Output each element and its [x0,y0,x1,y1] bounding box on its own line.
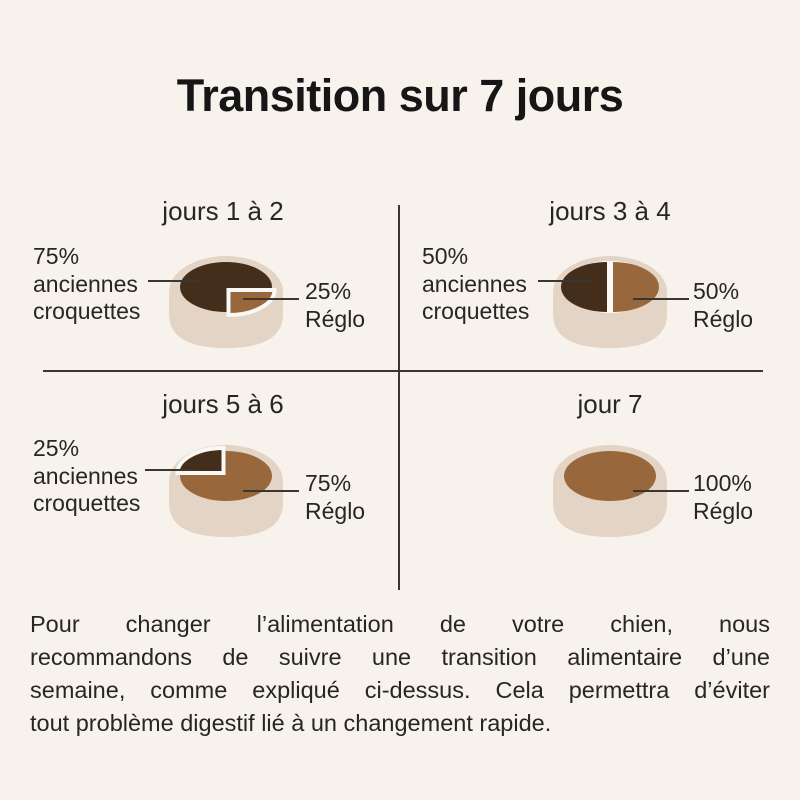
grid-divider-horizontal [43,370,763,372]
description-line: recommandons de suivre une transition al… [30,644,770,670]
reglo-brand: Réglo [693,305,754,332]
old-kibble-word2: croquettes [422,298,530,324]
description-paragraph: Pour changer l’alimentation de votre chi… [30,608,770,740]
old-kibble-label: 25% anciennes croquettes [33,435,140,518]
quadrant-title-days-5-6: jours 5 à 6 [162,389,284,419]
old-kibble-percent: 75% [33,243,80,269]
old-kibble-word1: anciennes [33,462,138,489]
reglo-label: 100% Réglo [693,470,753,525]
leader-line-reglo [243,298,299,300]
old-kibble-percent: 50% [422,243,469,269]
old-kibble-label: 50% anciennes croquettes [422,243,529,326]
dog-bowl-pie-100 [553,445,667,537]
grid-divider-vertical [398,205,400,590]
dog-bowl-pie-50-50 [553,256,667,348]
reglo-slice [564,451,656,501]
reglo-percent: 100% [693,470,752,496]
reglo-label: 50% Réglo [693,278,753,333]
description-line: tout problème digestif lié à un changeme… [30,710,552,736]
description-line: Pour changer l’alimentation de votre chi… [30,611,770,637]
dog-bowl-pie-75-25 [169,256,283,348]
old-kibble-label: 75% anciennes croquettes [33,243,140,326]
old-kibble-percent: 25% [33,435,80,461]
leader-line-reglo [633,298,689,300]
quadrant-title-day-7: jour 7 [577,389,643,419]
old-kibble-word2: croquettes [33,298,141,324]
page-title: Transition sur 7 jours [176,70,624,121]
reglo-percent: 25% [305,278,352,304]
reglo-slice [226,288,277,318]
reglo-label: 25% Réglo [305,278,365,333]
quadrant-title-days-1-2: jours 1 à 2 [162,196,284,226]
old-kibble-word1: anciennes [422,270,527,297]
reglo-label: 75% Réglo [305,470,365,525]
reglo-percent: 75% [305,470,352,496]
leader-line-old [145,469,197,471]
old-kibble-slice [175,445,226,475]
leader-line-old [148,280,200,282]
reglo-brand: Réglo [305,305,366,332]
leader-line-old [538,280,590,282]
leader-line-reglo [243,490,299,492]
leader-line-reglo [633,490,689,492]
old-kibble-word1: anciennes [33,270,138,297]
dog-bowl-pie-25-75 [169,445,283,537]
reglo-brand: Réglo [693,497,754,524]
old-kibble-slice [561,262,607,312]
reglo-brand: Réglo [305,497,366,524]
description-line: semaine, comme expliqué ci-dessus. Cela … [30,677,770,703]
reglo-percent: 50% [693,278,740,304]
quadrant-title-days-3-4: jours 3 à 4 [549,196,671,226]
old-kibble-word2: croquettes [33,490,141,516]
